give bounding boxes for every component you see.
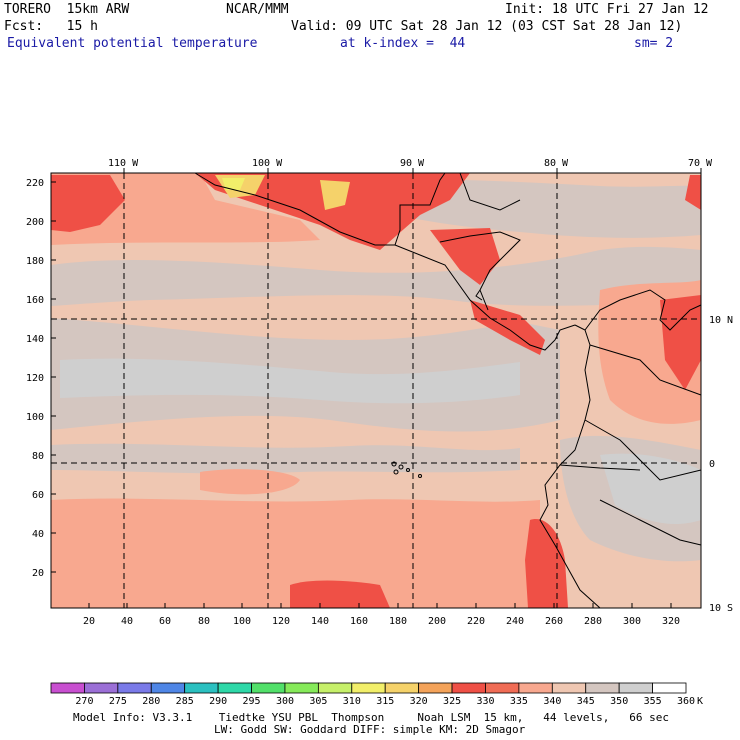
x-tick-label: 140 [311,616,329,627]
colorbar-swatch [317,682,353,694]
forecast-hour: Fcst: 15 h [4,19,98,34]
lon-label-90w: 90 W [400,158,425,169]
colorbar-swatch [585,682,620,694]
y-tick-label: 180 [26,256,44,267]
colorbar-swatch [217,682,252,694]
y-tick-label: 160 [26,295,44,306]
y-axis-ticks [51,181,56,573]
y-tick-label: 100 [26,412,44,423]
lat-label-0: 0 [709,459,715,470]
colorbar-label: 345 [577,696,595,707]
lat-label-10n: 10 N [709,315,733,326]
colorbar-swatch [351,682,386,694]
field-315-band [222,178,245,190]
x-tick-label: 20 [83,616,95,627]
x-tick-label: 180 [389,616,407,627]
level-index: at k-index = 44 [340,36,466,51]
colorbar-unit: K [697,696,703,707]
colorbar-label: 360 [677,696,695,707]
x-tick-label: 160 [350,616,368,627]
colorbar-labels: 270 275 280 285 290 295 300 305 310 315 320 325 330 3… [75,696,695,707]
lon-label-110w: 110 W [108,158,139,169]
graticule [51,173,701,608]
lat-label-10s: 10 S [709,603,733,614]
y-tick-label: 60 [32,490,44,501]
map-frame [50,172,702,609]
colorbar [50,682,687,694]
x-tick-label: 220 [467,616,485,627]
lon-label-80w: 80 W [544,158,569,169]
x-tick-label: 100 [233,616,251,627]
colorbar-label: 310 [343,696,361,707]
x-tick-label: 240 [506,616,524,627]
colorbar-label: 285 [176,696,194,707]
colorbar-swatch [84,682,119,694]
x-tick-label: 300 [623,616,641,627]
y-tick-label: 220 [26,178,44,189]
x-tick-label: 60 [159,616,171,627]
x-tick-label: 80 [198,616,210,627]
x-tick-label: 200 [428,616,446,627]
lon-ticks [123,168,702,173]
smoothing: sm= 2 [634,36,674,51]
colorbar-swatch [485,682,520,694]
colorbar-swatch [251,682,286,694]
colorbar-swatch [652,682,687,694]
model-name: TORERO 15km ARW [4,2,130,17]
x-tick-label: 320 [662,616,680,627]
colorbar-swatch [284,682,319,694]
colorbar-label: 330 [476,696,494,707]
colorbar-label: 270 [75,696,93,707]
x-tick-label: 280 [584,616,602,627]
colorbar-swatch [618,682,653,694]
y-axis-labels: 220 200 180 160 140 120 100 80 60 40 20 [26,178,44,579]
x-tick-label: 260 [545,616,563,627]
colorbar-swatch [451,682,486,694]
colorbar-swatch [117,682,152,694]
field-350-band [60,358,701,525]
physics-info: LW: Godd SW: Goddard DIFF: simple KM: 2D… [214,723,526,736]
colorbar-label: 305 [309,696,327,707]
colorbar-label: 355 [644,696,662,707]
colorbar-swatch [50,682,85,694]
lon-label-100w: 100 W [252,158,283,169]
colorbar-label: 335 [510,696,528,707]
lon-label-70w: 70 W [688,158,713,169]
colorbar-label: 300 [276,696,294,707]
colorbar-label: 295 [243,696,261,707]
colorbar-swatch [184,682,219,694]
x-tick-label: 120 [272,616,290,627]
colorbar-swatch [518,682,553,694]
colorbar-label: 340 [543,696,561,707]
x-axis-ticks [88,603,672,608]
y-tick-label: 40 [32,529,44,540]
colorbar-swatch [384,682,420,694]
valid-time: Valid: 09 UTC Sat 28 Jan 12 (03 CST Sat … [291,19,683,34]
colorbar-swatch [551,682,587,694]
y-tick-label: 20 [32,568,44,579]
colorbar-label: 290 [209,696,227,707]
colorbar-label: 315 [376,696,394,707]
colorbar-label: 320 [410,696,428,707]
y-tick-label: 140 [26,334,44,345]
colorbar-label: 325 [443,696,461,707]
colorbar-label: 280 [142,696,160,707]
x-tick-label: 40 [121,616,133,627]
organization: NCAR/MMM [226,2,289,17]
coastlines [194,172,702,609]
y-tick-label: 80 [32,451,44,462]
field-name: Equivalent potential temperature [7,36,258,51]
y-tick-label: 200 [26,217,44,228]
model-info: Model Info: V3.3.1 Tiedtke YSU PBL Thomp… [73,711,670,724]
colorbar-label: 350 [610,696,628,707]
y-tick-label: 120 [26,373,44,384]
init-time: Init: 18 UTC Fri 27 Jan 12 [505,2,709,17]
colorbar-swatch [150,682,186,694]
colorbar-label: 275 [109,696,127,707]
x-axis-labels: 20 40 60 80 100 120 140 160 180 200 220 … [83,616,680,627]
colorbar-swatch [418,682,453,694]
